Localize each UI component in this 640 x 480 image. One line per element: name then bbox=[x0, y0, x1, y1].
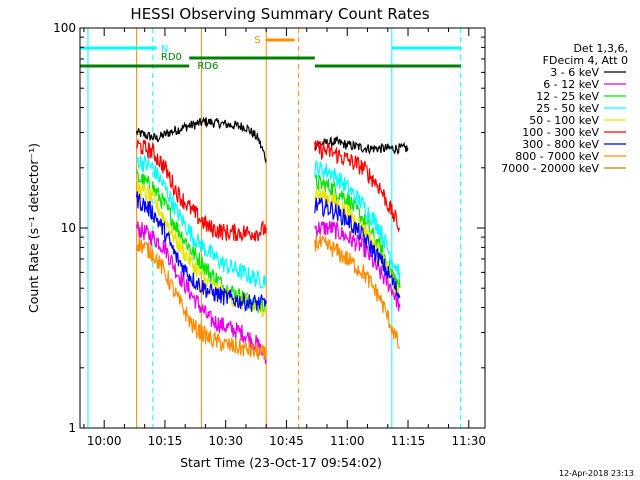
series-5 bbox=[136, 178, 401, 318]
state-bar-label-s: S bbox=[254, 35, 260, 46]
state-bar-label-rd0: RD0 bbox=[161, 52, 182, 63]
series-3-trace-2 bbox=[314, 173, 401, 289]
x-tick-label-1: 10:00 bbox=[87, 434, 122, 448]
state-bar-label-n: N bbox=[161, 44, 168, 55]
legend-entry-2: 6 - 12 keV bbox=[543, 78, 599, 91]
state-bar-label-rd6: RD6 bbox=[197, 61, 218, 72]
footer-timestamp: 12-Apr-2018 23:13 bbox=[559, 469, 634, 478]
legend-entry-9: 7000 - 20000 keV bbox=[501, 162, 599, 175]
y-tick-label-1: 1 bbox=[68, 421, 76, 435]
legend-entry-4: 25 - 50 keV bbox=[536, 102, 599, 115]
series-6-trace-2 bbox=[314, 139, 401, 233]
series-4 bbox=[136, 153, 401, 289]
series-6 bbox=[136, 139, 401, 243]
x-axis-label: Start Time (23-Oct-17 09:54:02) bbox=[180, 455, 382, 470]
legend-header-2: FDecim 4, Att 0 bbox=[543, 54, 628, 67]
series-4-trace-2 bbox=[314, 160, 401, 280]
series-6-trace-1 bbox=[136, 139, 267, 243]
y-tick-label-100: 100 bbox=[53, 21, 76, 35]
series-8 bbox=[136, 234, 401, 361]
plot-area: N S RD0 RD6 1 10 100 10:00 10:15 10:30 10:45 11:00 1… bbox=[53, 21, 486, 448]
series-2-trace-1 bbox=[136, 221, 267, 365]
series-1-trace-2 bbox=[314, 135, 409, 155]
legend-entry-7: 300 - 800 keV bbox=[522, 138, 599, 151]
chart-title: HESSI Observing Summary Count Rates bbox=[130, 5, 429, 23]
y-tick-label-10: 10 bbox=[61, 221, 76, 235]
x-tick-label-3: 10:30 bbox=[208, 434, 243, 448]
series-1-trace-1 bbox=[136, 116, 267, 164]
x-tick-label-7: 11:30 bbox=[451, 434, 486, 448]
legend-header-1: Det 1,3,6, bbox=[573, 42, 628, 55]
series-4-trace-1 bbox=[136, 153, 267, 289]
legend-entry-1: 3 - 6 keV bbox=[550, 66, 599, 79]
series-8-trace-1 bbox=[136, 236, 267, 361]
legend-entry-6: 100 - 300 keV bbox=[522, 126, 599, 139]
x-tick-label-5: 11:00 bbox=[330, 434, 365, 448]
series-7-trace-2 bbox=[314, 197, 401, 299]
legend-entry-5: 50 - 100 keV bbox=[529, 114, 599, 127]
x-tick-label-4: 10:45 bbox=[269, 434, 304, 448]
legend-entry-8: 800 - 7000 keV bbox=[515, 150, 599, 163]
legend-entry-3: 12 - 25 keV bbox=[536, 90, 599, 103]
plot-frame bbox=[79, 27, 486, 429]
series-8-trace-2 bbox=[314, 234, 401, 349]
x-tick-label-2: 10:15 bbox=[148, 434, 183, 448]
x-tick-label-6: 11:15 bbox=[391, 434, 426, 448]
series-1 bbox=[136, 116, 409, 164]
series-7 bbox=[136, 191, 401, 312]
series-7-trace-1 bbox=[136, 191, 267, 312]
y-axis-label: Count Rate (s⁻¹ detector⁻¹) bbox=[26, 143, 41, 313]
